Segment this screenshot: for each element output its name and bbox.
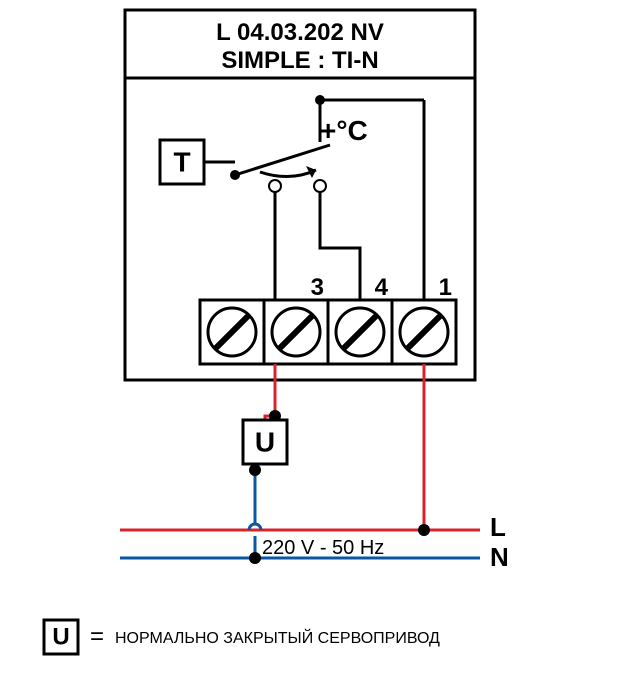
- voltage-label: 220 V - 50 Hz: [262, 537, 384, 559]
- svg-text:1: 1: [439, 274, 452, 301]
- legend-equals: =: [90, 623, 104, 650]
- servo-label: U: [255, 427, 275, 458]
- line-L-label: L: [490, 512, 506, 542]
- temperature-label: +°C: [320, 115, 368, 146]
- thermostat-label: T: [173, 147, 190, 178]
- svg-text:4: 4: [375, 274, 389, 301]
- internal-wires: [204, 100, 424, 300]
- line-N-label: N: [490, 542, 509, 572]
- svg-text:3: 3: [311, 274, 324, 301]
- legend-u-label: U: [52, 624, 69, 651]
- legend-text: НОРМАЛЬНО ЗАКРЫТЫЙ СЕРВОПРИВОД: [115, 628, 440, 647]
- external-wires-red: [120, 364, 480, 530]
- terminal-block: 3 4 1: [200, 274, 456, 364]
- switch-symbol: [230, 145, 330, 192]
- model-subtitle: SIMPLE : TI-N: [221, 47, 378, 74]
- model-number: L 04.03.202 NV: [216, 19, 384, 46]
- junction-dot-top: [315, 95, 325, 105]
